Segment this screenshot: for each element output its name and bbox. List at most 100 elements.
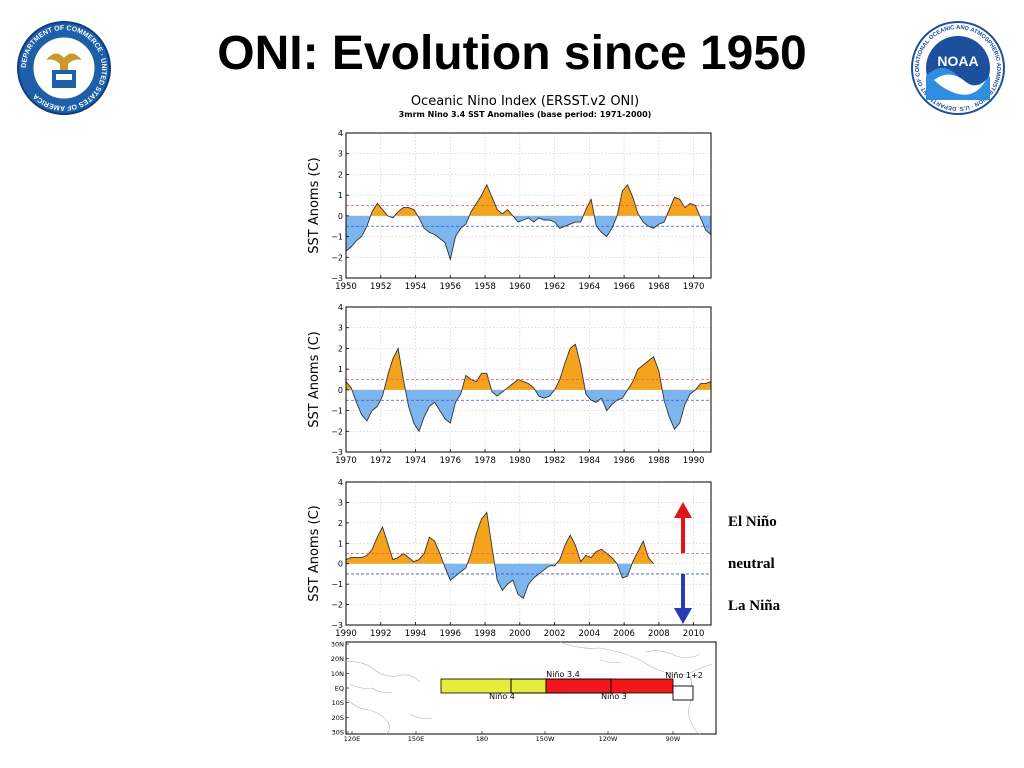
x-tick-label: 2010: [683, 629, 705, 639]
plot-frame: [345, 306, 712, 453]
legend-el-nino: El Niño: [728, 514, 777, 530]
x-tick-label: 1950: [335, 282, 357, 292]
coastline: [409, 713, 433, 719]
x-tick-label: 1968: [648, 282, 670, 292]
coastline: [559, 641, 713, 675]
region-label: Niño 3.4: [546, 670, 579, 679]
x-tick-label: 1976: [439, 456, 461, 466]
noaa-logo: NATIONAL OCEANIC AND ATMOSPHERIC ADMINIS…: [910, 20, 1005, 115]
x-tick-label: 1952: [370, 282, 392, 292]
oni-series-line: [345, 183, 712, 262]
x-tick-label: 1990: [683, 456, 705, 466]
coastline: [599, 659, 623, 663]
y-axis-label: SST Anoms (C): [307, 505, 322, 601]
chart-title: Oceanic Nino Index (ERSST.v2 ONI): [410, 94, 640, 109]
up-arrow-icon: [674, 502, 692, 518]
nino-1-2-region: [672, 685, 694, 701]
lat-tick-label: 20S: [332, 714, 344, 722]
coastline: [347, 699, 390, 735]
x-tick-label: 1958: [474, 282, 496, 292]
y-tick-label: −3: [331, 448, 343, 457]
y-tick-label: 4: [338, 478, 343, 487]
x-tick-label: 1998: [474, 629, 496, 639]
x-tick-label: 1974: [405, 456, 427, 466]
cold-anomaly-area: [346, 215, 711, 260]
x-tick-label: 1966: [613, 282, 635, 292]
x-tick-label: 1960: [509, 282, 531, 292]
legend-neutral: neutral: [728, 556, 775, 572]
lat-tick-label: EQ: [335, 685, 344, 693]
x-tick-label: 1982: [544, 456, 566, 466]
x-tick-label: 1970: [335, 456, 357, 466]
y-tick-label: −2: [331, 601, 343, 610]
eagle-icon: [46, 53, 82, 70]
y-axis-label: SST Anoms (C): [307, 331, 322, 427]
x-tick-label: 1994: [405, 629, 427, 639]
y-tick-label: 2: [338, 344, 343, 353]
y-tick-label: 4: [338, 303, 343, 312]
x-tick-label: 2002: [544, 629, 566, 639]
x-tick-label: 2006: [613, 629, 635, 639]
x-tick-label: 1996: [439, 629, 461, 639]
noaa-wordmark: NOAA: [937, 53, 978, 69]
lon-tick-label: 150E: [408, 735, 425, 743]
y-tick-label: 3: [338, 324, 343, 333]
lat-tick-label: 30N: [331, 641, 344, 649]
y-tick-label: 0: [338, 386, 343, 395]
nino-3-region: [545, 678, 674, 694]
nino-3-4-region: [510, 678, 612, 694]
lon-tick-label: 90W: [666, 735, 681, 743]
oni-series-line: [345, 343, 712, 433]
x-tick-label: 1984: [579, 456, 601, 466]
x-tick-label: 2004: [579, 629, 601, 639]
page-title: ONI: Evolution since 1950: [217, 27, 807, 80]
region-label: Niño 1+2: [665, 671, 703, 680]
y-tick-label: −3: [331, 274, 343, 283]
x-tick-label: 1988: [648, 456, 670, 466]
warm-anomaly-area: [370, 184, 700, 216]
chart-header: Oceanic Nino Index (ERSST.v2 ONI) 3mrm N…: [330, 94, 720, 119]
y-axis-label: SST Anoms (C): [307, 157, 322, 253]
lon-tick-label: 180: [476, 735, 488, 743]
coastline: [345, 661, 421, 683]
oni-series-line: [345, 511, 654, 600]
chart-subtitle: 3mrm Nino 3.4 SST Anomalies (base period…: [398, 110, 652, 119]
lat-tick-label: 10N: [331, 670, 344, 678]
y-tick-label: 1: [338, 539, 343, 548]
x-tick-label: 1992: [370, 629, 392, 639]
y-tick-label: 1: [338, 191, 343, 200]
y-tick-label: 2: [338, 519, 343, 528]
y-tick-label: −1: [331, 580, 343, 589]
y-tick-label: 0: [338, 212, 343, 221]
x-tick-label: 1970: [683, 282, 705, 292]
region-label: Niño 3: [601, 692, 627, 701]
y-tick-label: 3: [338, 498, 343, 507]
y-tick-label: 1: [338, 365, 343, 374]
x-tick-label: 1972: [370, 456, 392, 466]
x-tick-label: 1978: [474, 456, 496, 466]
coastline: [349, 683, 393, 693]
y-tick-label: 4: [338, 129, 343, 138]
y-tick-label: −2: [331, 253, 343, 262]
x-tick-label: 1964: [579, 282, 601, 292]
x-tick-label: 2000: [509, 629, 531, 639]
region-label: Niño 4: [489, 692, 515, 701]
warm-anomaly-area: [346, 512, 654, 564]
legend-arrows: [674, 502, 692, 624]
nino-4-region: [440, 678, 547, 694]
lon-tick-label: 120W: [599, 735, 618, 743]
cold-anomaly-area: [443, 563, 633, 599]
y-tick-label: −3: [331, 621, 343, 630]
coastline: [645, 650, 701, 658]
plot-frame: [345, 481, 712, 626]
y-tick-label: −1: [331, 407, 343, 416]
x-tick-label: 1956: [439, 282, 461, 292]
commerce-seal-logo: DEPARTMENT OF COMMERCE · UNITED STATES O…: [17, 21, 111, 115]
legend-la-nina: La Niña: [728, 598, 781, 614]
y-tick-label: 0: [338, 560, 343, 569]
lat-tick-label: 10S: [332, 699, 344, 707]
